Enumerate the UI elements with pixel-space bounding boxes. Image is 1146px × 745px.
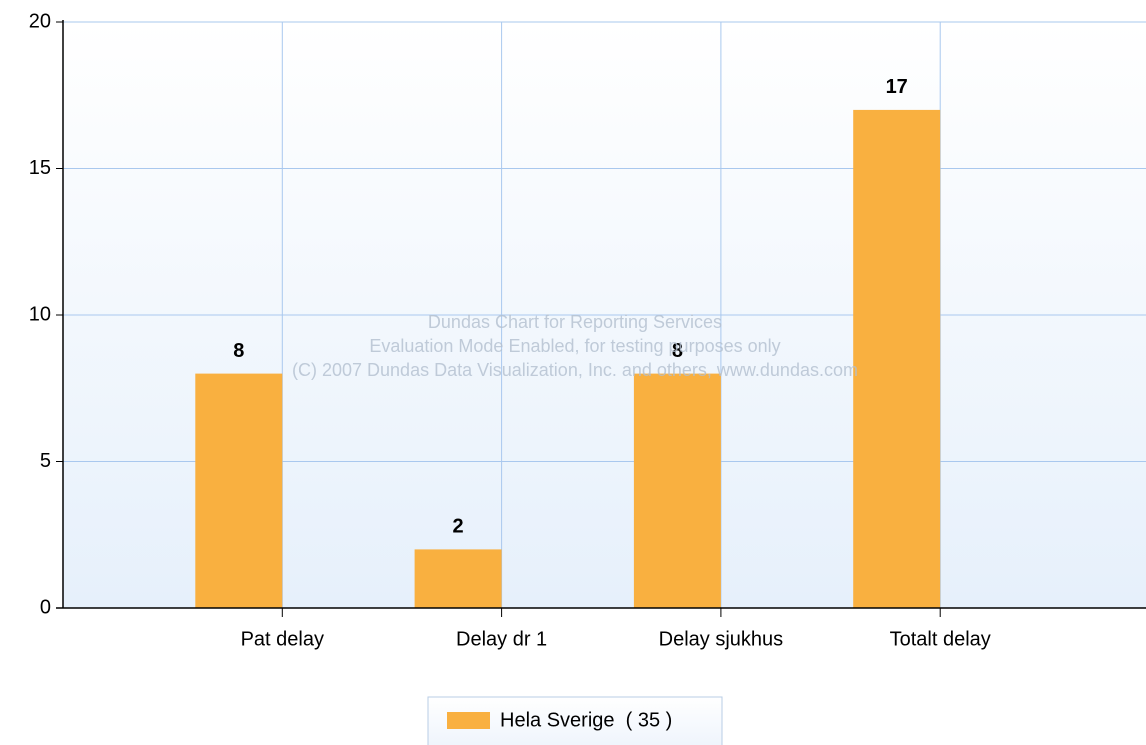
value-label: 8 <box>672 340 683 362</box>
x-tick-label: Delay sjukhus <box>659 628 784 650</box>
value-label: 17 <box>886 76 908 98</box>
value-label: 2 <box>453 516 464 538</box>
watermark: Evaluation Mode Enabled, for testing pur… <box>369 336 780 356</box>
watermark: (C) 2007 Dundas Data Visualization, Inc.… <box>292 360 858 380</box>
watermark: Dundas Chart for Reporting Services <box>428 312 722 332</box>
bar <box>853 109 941 609</box>
y-tick-label: 10 <box>29 303 51 325</box>
x-tick-label: Pat delay <box>241 628 324 650</box>
value-label: 8 <box>233 340 244 362</box>
legend-label: Hela Sverige ( 35 ) <box>500 709 672 731</box>
y-tick-label: 5 <box>40 450 51 472</box>
y-tick-label: 20 <box>29 10 51 32</box>
bar <box>195 373 283 608</box>
legend-swatch <box>447 712 490 729</box>
bar <box>633 373 721 608</box>
y-tick-label: 0 <box>40 596 51 618</box>
y-tick-label: 15 <box>29 157 51 179</box>
x-tick-label: Delay dr 1 <box>456 628 547 650</box>
bar <box>414 549 502 608</box>
x-tick-label: Totalt delay <box>890 628 991 650</box>
